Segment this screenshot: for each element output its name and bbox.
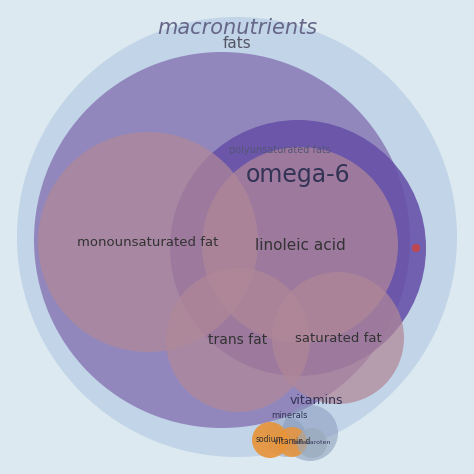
Text: polyunsaturated fats: polyunsaturated fats: [229, 145, 331, 155]
Text: sodium: sodium: [256, 436, 284, 445]
Text: fats: fats: [223, 36, 251, 51]
Circle shape: [282, 405, 338, 461]
Circle shape: [277, 427, 307, 457]
Circle shape: [17, 17, 457, 457]
Text: vitamin d: vitamin d: [274, 438, 310, 447]
Circle shape: [412, 244, 420, 252]
Circle shape: [202, 147, 398, 343]
Text: betacaroten: betacaroten: [293, 440, 331, 446]
Text: minerals: minerals: [272, 410, 308, 419]
Text: macronutrients: macronutrients: [157, 18, 317, 38]
Circle shape: [272, 272, 404, 404]
Circle shape: [166, 268, 310, 412]
Text: omega-6: omega-6: [246, 163, 350, 187]
Text: linoleic acid: linoleic acid: [255, 237, 346, 253]
Circle shape: [34, 52, 410, 428]
Text: saturated fat: saturated fat: [295, 331, 382, 345]
Text: monounsaturated fat: monounsaturated fat: [77, 236, 219, 248]
Circle shape: [297, 428, 327, 458]
Circle shape: [252, 422, 288, 458]
Circle shape: [170, 120, 426, 376]
Circle shape: [38, 132, 258, 352]
Text: vitamins: vitamins: [289, 393, 343, 407]
Circle shape: [266, 417, 306, 457]
Text: trans fat: trans fat: [209, 333, 268, 347]
